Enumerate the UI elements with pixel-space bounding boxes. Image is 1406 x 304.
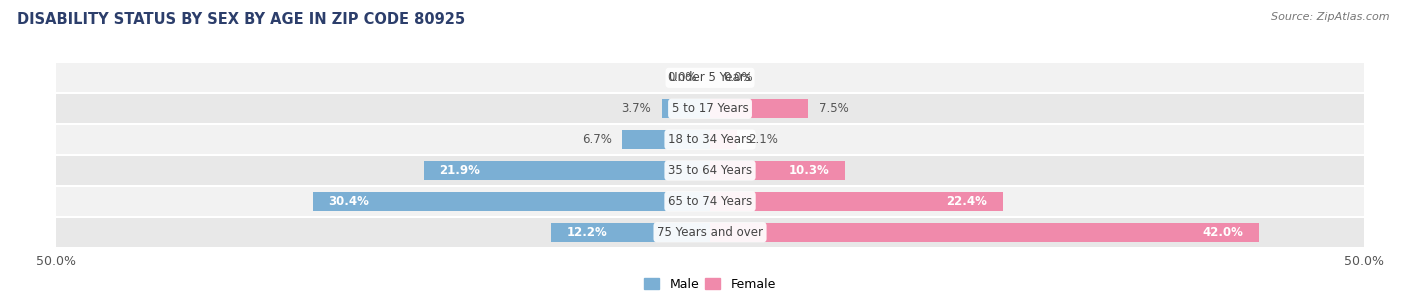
- Text: 35 to 64 Years: 35 to 64 Years: [668, 164, 752, 177]
- Text: 42.0%: 42.0%: [1202, 226, 1243, 239]
- Text: 5 to 17 Years: 5 to 17 Years: [672, 102, 748, 115]
- Text: 6.7%: 6.7%: [582, 133, 612, 146]
- Bar: [56, 124, 1364, 155]
- Bar: [56, 62, 1364, 93]
- Text: 0.0%: 0.0%: [723, 71, 752, 84]
- Text: 65 to 74 Years: 65 to 74 Years: [668, 195, 752, 208]
- Bar: [551, 223, 710, 242]
- Text: 2.1%: 2.1%: [748, 133, 778, 146]
- Bar: [662, 99, 710, 118]
- Bar: [710, 130, 738, 149]
- Bar: [56, 217, 1364, 248]
- Legend: Male, Female: Male, Female: [640, 273, 780, 296]
- Text: 0.0%: 0.0%: [668, 71, 697, 84]
- Text: 18 to 34 Years: 18 to 34 Years: [668, 133, 752, 146]
- Bar: [623, 130, 710, 149]
- Bar: [710, 223, 1260, 242]
- Bar: [710, 192, 1002, 211]
- Text: 7.5%: 7.5%: [818, 102, 848, 115]
- Text: 10.3%: 10.3%: [789, 164, 830, 177]
- Text: 21.9%: 21.9%: [439, 164, 481, 177]
- Bar: [312, 192, 710, 211]
- Text: 3.7%: 3.7%: [621, 102, 651, 115]
- Text: 12.2%: 12.2%: [567, 226, 607, 239]
- Bar: [56, 93, 1364, 124]
- Bar: [710, 99, 808, 118]
- Text: DISABILITY STATUS BY SEX BY AGE IN ZIP CODE 80925: DISABILITY STATUS BY SEX BY AGE IN ZIP C…: [17, 12, 465, 27]
- Text: 30.4%: 30.4%: [328, 195, 370, 208]
- Text: 22.4%: 22.4%: [946, 195, 987, 208]
- Text: Under 5 Years: Under 5 Years: [669, 71, 751, 84]
- Bar: [423, 161, 710, 180]
- Text: 75 Years and over: 75 Years and over: [657, 226, 763, 239]
- Bar: [710, 161, 845, 180]
- Text: Source: ZipAtlas.com: Source: ZipAtlas.com: [1271, 12, 1389, 22]
- Bar: [56, 155, 1364, 186]
- Bar: [56, 186, 1364, 217]
